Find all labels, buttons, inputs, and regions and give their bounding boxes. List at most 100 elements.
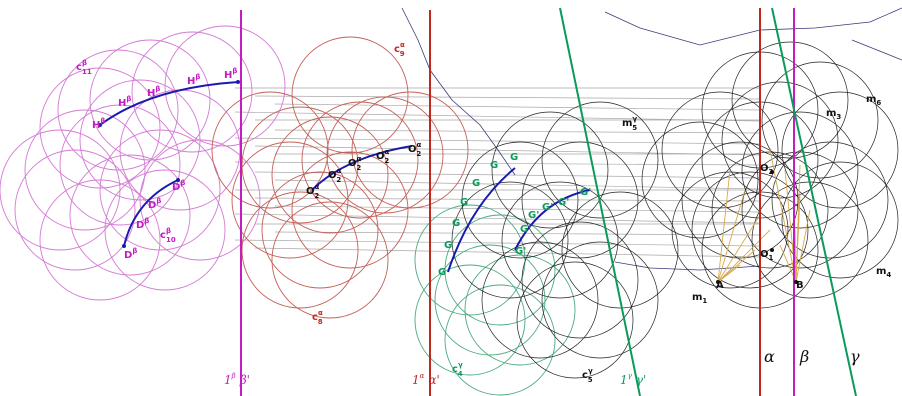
label-c8-alpha: cα 8 xyxy=(312,309,323,326)
label-d3-beta: Dβ xyxy=(136,217,149,231)
label-beta-trace: 1β β' xyxy=(224,372,250,387)
label-g-prime-point: G' xyxy=(558,197,569,208)
projection-line xyxy=(274,179,761,190)
curve-point-dot xyxy=(176,178,180,182)
curve-point-dot xyxy=(98,123,102,127)
label-h3-beta: Hβ xyxy=(147,85,160,99)
point-markers xyxy=(98,80,798,284)
red-circle xyxy=(291,151,409,269)
magenta-circle-family xyxy=(0,25,286,301)
label-alpha-plane: α xyxy=(764,347,775,366)
label-m3: m3 xyxy=(826,108,841,121)
orange-line xyxy=(794,229,797,283)
label-h1-beta: Hβ xyxy=(92,117,105,131)
label-g-prime-point: G' xyxy=(542,202,553,213)
black-circle xyxy=(541,101,659,219)
red-circle xyxy=(271,116,389,234)
green-circle xyxy=(464,254,576,366)
magenta-circle xyxy=(139,139,261,261)
label-d2-beta: Dβ xyxy=(148,197,161,211)
red-circle xyxy=(231,141,349,259)
label-d4-beta: Dβ xyxy=(124,247,137,261)
projection-line xyxy=(234,239,761,247)
magenta-circle xyxy=(39,179,161,301)
gamma-trace-line xyxy=(559,7,641,396)
label-alpha-trace: 1α α' xyxy=(412,372,440,387)
magenta-circle xyxy=(89,39,211,161)
red-circle xyxy=(261,171,379,289)
black-circle xyxy=(501,181,619,299)
magenta-circle xyxy=(57,49,179,171)
magenta-circle xyxy=(24,109,146,231)
gamma-plane-line xyxy=(771,7,857,396)
black-circle xyxy=(516,261,634,379)
point-b-dot xyxy=(794,280,798,284)
label-g-point: G xyxy=(510,152,518,163)
black-circle xyxy=(721,81,839,199)
green-circle xyxy=(444,214,556,326)
black-circle xyxy=(521,221,639,339)
red-circle xyxy=(211,91,329,209)
projection-line xyxy=(274,205,761,213)
label-o2-alpha-1: Oα 2 xyxy=(408,141,422,158)
label-g-prime-point: G' xyxy=(580,187,591,198)
projection-line xyxy=(234,161,761,166)
label-g-prime-point: G' xyxy=(528,210,539,221)
blue-curve-d xyxy=(123,179,179,247)
black-circle xyxy=(561,191,679,309)
label-c11-beta: cβ 11 xyxy=(76,59,92,76)
blue-curve-h xyxy=(99,81,239,126)
label-h4-beta: Hβ xyxy=(187,73,200,87)
label-o2-alpha-4: Oα 2 xyxy=(328,167,342,184)
magenta-circle xyxy=(99,129,221,251)
green-circle-family xyxy=(414,204,576,396)
label-o1: O1 xyxy=(760,249,774,262)
black-circle xyxy=(641,121,759,239)
label-o2: O2 xyxy=(760,163,774,176)
green-circle xyxy=(444,284,556,396)
label-o2-alpha-2: Oα 2 xyxy=(376,148,390,165)
orange-line xyxy=(717,169,731,283)
projection-line xyxy=(274,103,761,111)
label-gamma-plane: γ xyxy=(850,347,860,366)
black-circle xyxy=(781,91,899,209)
point-o1-dot xyxy=(770,248,774,252)
black-circle xyxy=(541,241,659,359)
orange-line xyxy=(717,214,761,283)
boundary-polylines xyxy=(401,7,902,271)
red-circle xyxy=(301,101,419,219)
curve-point-dot xyxy=(236,80,240,84)
magenta-circle xyxy=(104,169,226,291)
black-circle xyxy=(781,161,899,279)
green-circle xyxy=(434,244,546,356)
label-point-a: A xyxy=(716,280,724,291)
red-circle xyxy=(271,201,389,319)
red-circle-family xyxy=(211,36,469,319)
label-m1: m1 xyxy=(692,292,707,305)
curve-point-dot xyxy=(122,244,126,248)
label-g-point: G xyxy=(460,197,468,208)
label-beta-plane: β xyxy=(799,347,809,366)
black-circle xyxy=(681,141,799,259)
label-g-prime-point: G' xyxy=(515,246,526,257)
blue-curve-gp xyxy=(514,189,591,251)
boundary-polyline-right xyxy=(604,7,902,46)
blue-curve-g xyxy=(447,167,516,273)
black-circle xyxy=(661,91,779,209)
black-circle xyxy=(461,141,579,259)
black-circle xyxy=(771,141,889,259)
black-circle-family xyxy=(451,41,899,379)
red-circle xyxy=(351,91,469,209)
orange-line xyxy=(795,209,811,283)
black-circle xyxy=(761,61,879,179)
label-g-point: G xyxy=(472,178,480,189)
projection-line xyxy=(274,129,761,134)
label-h2-beta: Hβ xyxy=(118,95,131,109)
green-circle xyxy=(414,204,526,316)
magenta-circle xyxy=(69,154,191,276)
orange-line xyxy=(717,229,771,283)
label-d1-beta: Dβ xyxy=(172,179,185,193)
